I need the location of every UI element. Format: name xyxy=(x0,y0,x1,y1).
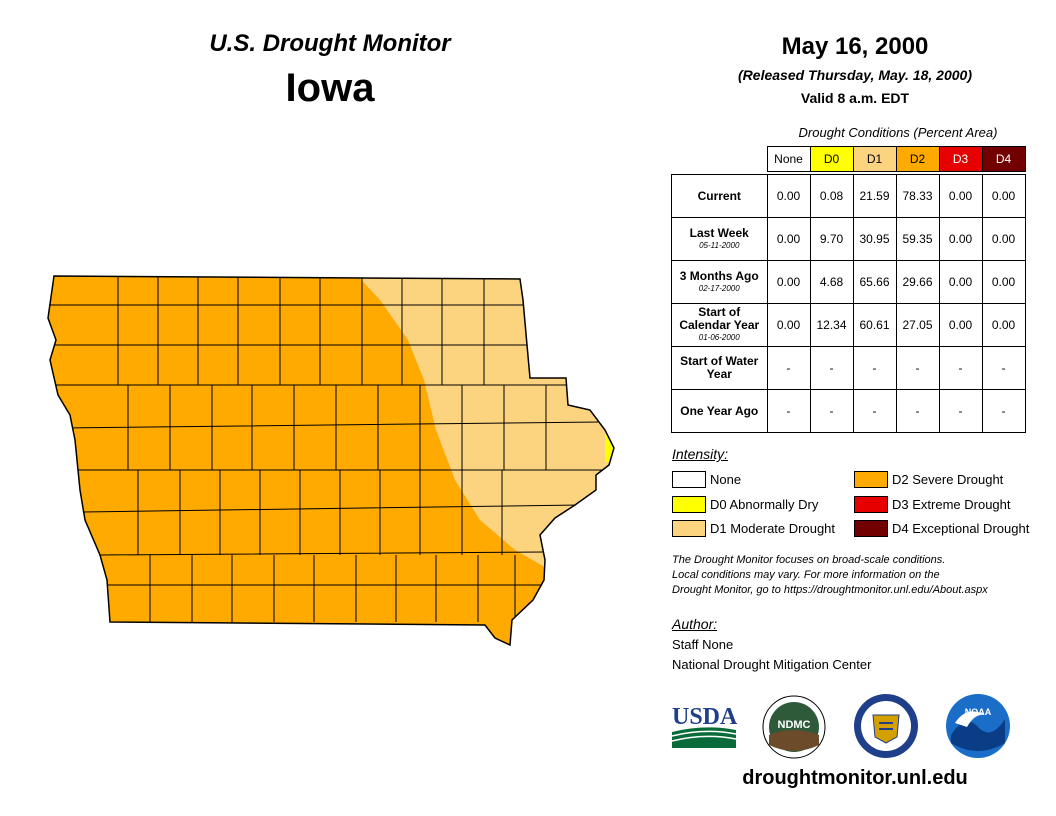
row-label: Current xyxy=(671,174,768,218)
legend-label: D2 Severe Drought xyxy=(892,472,1004,487)
commerce-seal-logo xyxy=(854,694,918,758)
table-cell: - xyxy=(809,389,854,433)
table-cell: 0.00 xyxy=(938,303,983,347)
col-header-d0: D0 xyxy=(809,146,854,172)
col-header-none: None xyxy=(766,146,811,172)
iowa-drought-map xyxy=(47,275,615,647)
county-column-lines xyxy=(117,276,547,622)
disclaimer-text: The Drought Monitor focuses on broad-sca… xyxy=(672,553,1052,598)
legend-swatch xyxy=(854,496,888,513)
table-cell: 0.00 xyxy=(766,303,811,347)
legend-swatch xyxy=(854,471,888,488)
county-row-lines xyxy=(50,304,605,586)
ndmc-logo: NDMC xyxy=(762,695,826,759)
table-header-row: None D0 D1 D2 D3 D4 xyxy=(672,146,1026,172)
table-row: One Year Ago - - - - - - xyxy=(671,389,1026,433)
table-cell: - xyxy=(766,346,811,390)
svg-text:USDA: USDA xyxy=(672,704,738,730)
disclaimer-line: The Drought Monitor focuses on broad-sca… xyxy=(672,554,946,566)
website-link[interactable]: droughtmonitor.unl.edu xyxy=(742,767,968,789)
table-cell: 65.66 xyxy=(852,260,897,304)
legend-label: D0 Abnormally Dry xyxy=(710,497,819,512)
table-cell: - xyxy=(938,346,983,390)
map-title: U.S. Drought Monitor xyxy=(209,30,451,57)
row-label: Start of Water Year xyxy=(671,346,768,390)
disclaimer-line: Local conditions may vary. For more info… xyxy=(672,569,940,581)
legend-label: D4 Exceptional Drought xyxy=(892,521,1030,536)
table-corner xyxy=(672,147,768,172)
table-row: Start of Calendar Year 01-06-2000 0.00 12… xyxy=(671,303,1026,347)
svg-text:NOAA: NOAA xyxy=(965,707,992,717)
author-name: Staff None xyxy=(672,637,734,652)
legend-swatch xyxy=(672,496,706,513)
col-header-d1: D1 xyxy=(852,146,897,172)
disclaimer-line: Drought Monitor, go to https://droughtmo… xyxy=(672,584,988,596)
table-cell: 27.05 xyxy=(895,303,940,347)
row-label: 3 Months Ago 02-17-2000 xyxy=(671,260,768,304)
svg-text:NDMC: NDMC xyxy=(778,719,811,731)
row-label: One Year Ago xyxy=(671,389,768,433)
table-row: Current 0.00 0.08 21.59 78.33 0.00 0.00 xyxy=(671,174,1026,218)
author-org: National Drought Mitigation Center xyxy=(672,657,872,672)
table-cell: 0.00 xyxy=(981,260,1026,304)
table-cell: - xyxy=(981,389,1026,433)
drought-conditions-table: None D0 D1 D2 D3 D4 Current 0.00 0.08 21… xyxy=(671,146,1026,433)
table-row: Last Week 05-11-2000 0.00 9.70 30.95 59.3… xyxy=(671,217,1026,261)
legend-label: D3 Extreme Drought xyxy=(892,497,1011,512)
legend-swatch xyxy=(672,471,706,488)
col-header-d4: D4 xyxy=(981,146,1026,172)
table-cell: 59.35 xyxy=(895,217,940,261)
legend-swatch xyxy=(854,520,888,537)
table-cell: 29.66 xyxy=(895,260,940,304)
table-cell: - xyxy=(895,389,940,433)
table-cell: 0.00 xyxy=(766,260,811,304)
table-cell: 4.68 xyxy=(809,260,854,304)
legend-swatch xyxy=(672,520,706,537)
table-cell: 78.33 xyxy=(895,174,940,218)
legend-label: D1 Moderate Drought xyxy=(710,521,836,536)
table-cell: 0.00 xyxy=(938,260,983,304)
table-cell: - xyxy=(852,389,897,433)
author-title: Author: xyxy=(672,616,718,632)
valid-time: Valid 8 a.m. EDT xyxy=(800,90,910,106)
table-cell: - xyxy=(895,346,940,390)
state-outline xyxy=(47,275,615,647)
row-label: Last Week 05-11-2000 xyxy=(671,217,768,261)
table-row: Start of Water Year - - - - - - xyxy=(671,346,1026,390)
table-cell: - xyxy=(938,389,983,433)
table-cell: 0.00 xyxy=(938,217,983,261)
noaa-logo: NOAA xyxy=(946,694,1010,758)
table-cell: 0.00 xyxy=(981,303,1026,347)
map-date: May 16, 2000 xyxy=(781,33,929,60)
table-cell: - xyxy=(852,346,897,390)
row-label: Start of Calendar Year 01-06-2000 xyxy=(671,303,768,347)
col-header-d2: D2 xyxy=(895,146,940,172)
table-row: 3 Months Ago 02-17-2000 0.00 4.68 65.66 2… xyxy=(671,260,1026,304)
table-cell: 30.95 xyxy=(852,217,897,261)
table-cell: 12.34 xyxy=(809,303,854,347)
table-cell: 0.00 xyxy=(766,217,811,261)
usda-logo: USDA xyxy=(671,704,738,748)
col-header-d3: D3 xyxy=(938,146,983,172)
table-cell: - xyxy=(766,389,811,433)
state-name: Iowa xyxy=(285,66,375,110)
table-cell: 0.00 xyxy=(766,174,811,218)
table-cell: 0.00 xyxy=(938,174,983,218)
legend-label: None xyxy=(710,472,742,487)
legend-title: Intensity: xyxy=(672,446,729,462)
table-cell: - xyxy=(981,346,1026,390)
release-date: (Released Thursday, May. 18, 2000) xyxy=(738,67,972,83)
table-cell: 60.61 xyxy=(852,303,897,347)
table-cell: 0.00 xyxy=(981,174,1026,218)
county-lines xyxy=(50,276,605,622)
table-cell: 0.08 xyxy=(809,174,854,218)
table-cell: - xyxy=(809,346,854,390)
table-cell: 0.00 xyxy=(981,217,1026,261)
table-cell: 9.70 xyxy=(809,217,854,261)
table-cell: 21.59 xyxy=(852,174,897,218)
table-caption: Drought Conditions (Percent Area) xyxy=(798,125,998,140)
